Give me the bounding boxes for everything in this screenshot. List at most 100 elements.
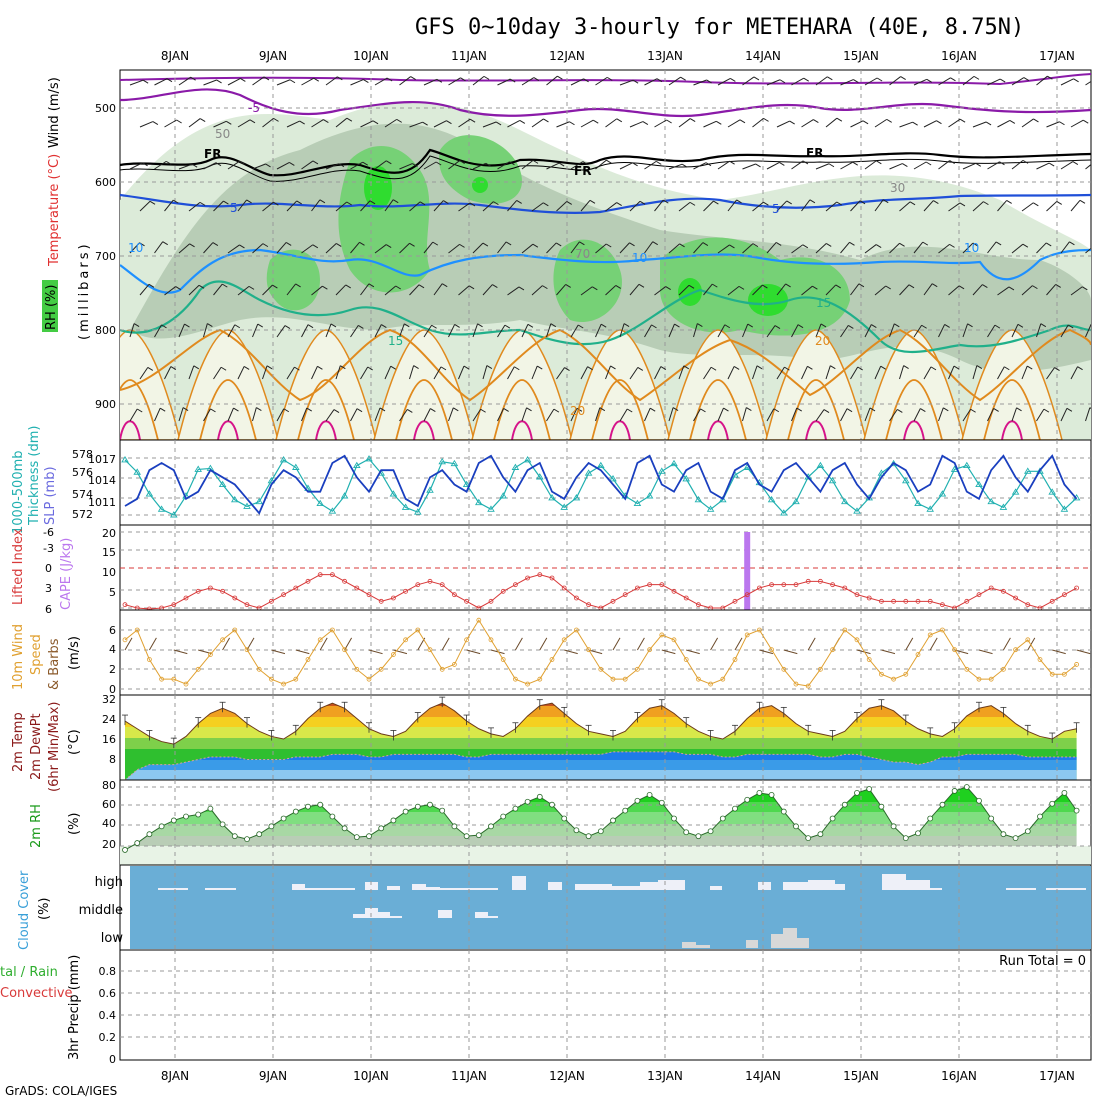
cloud-middle-block [353,914,365,918]
label-15-b: 15 [816,296,831,310]
wind-point [854,637,860,643]
wind-point [403,637,409,643]
slp-right-tick-1014: 1014 [88,474,116,487]
thickness-point [475,498,483,506]
wind-point [732,657,738,662]
li-point [122,602,128,608]
li-point [940,602,945,608]
cloud-high-block [808,880,835,890]
thickness-point [426,486,434,493]
temp-tick-16: 16 [102,733,116,746]
rh-point [988,815,995,822]
rh-point [768,791,775,798]
wind-point [574,627,579,633]
rh-point [707,828,714,835]
li-point [525,575,530,581]
li-point [451,592,457,598]
thickness-point [340,492,349,499]
label-2m-rh: 2m RH [29,804,44,848]
rh-point [475,832,482,839]
wind-point [696,676,701,682]
temp-minmax-bars [122,696,1080,749]
thickness-point [767,495,776,503]
label-fr-2: FR [574,164,591,178]
label-total-rain: tal / Rain [0,965,58,980]
rh-point [292,808,299,815]
rh-point [427,801,433,808]
cloud-high-block [412,884,426,890]
rh-point [512,805,519,812]
wind-point [1074,662,1079,667]
thickness-point [292,463,300,470]
rh-grid [120,780,1091,865]
slp-left-tick-578: 578 [72,448,93,461]
cloud-high-block [882,874,906,890]
thickness-point [389,490,398,497]
wind-point [366,676,372,682]
li-tick-0: 0 [45,562,52,575]
label-20-a: 20 [815,334,830,348]
wind-point [830,647,835,653]
wind-point [622,676,628,682]
rh-point [890,823,897,830]
label-rh-units: (%) [67,813,82,836]
li-point [366,592,372,598]
wind-point [281,681,287,687]
li-point [1025,602,1031,608]
thickness-point [792,497,800,505]
thickness-series [124,458,1078,516]
date-label-bottom: 9JAN [259,1069,287,1083]
wind-point [220,637,226,643]
rh-point [402,808,409,815]
wind-point [927,632,933,638]
wind-grid [120,610,1091,695]
rh-point [878,803,885,810]
li-point [683,595,689,601]
li-point [305,578,311,584]
li-point [403,588,409,594]
label-cloud-units: (%) [37,898,52,921]
wind10m-barbs [124,637,1091,655]
li-point [171,602,177,608]
date-label-top: 8JAN [161,49,189,63]
thickness-point [987,497,995,505]
label-fr-1: FR [204,147,221,161]
label-2m-dewpt: 2m DewPt [29,713,44,780]
rh-point [134,840,141,846]
li-point [659,582,665,588]
cloud-high-block [930,888,942,890]
cloud-low-block [771,934,783,948]
precip-panel: Run Total = 0 0.8 0.6 0.4 0.2 0 tal / Ra… [0,949,1092,1066]
wind-point [549,657,555,662]
rh-point [329,813,336,820]
thickness-point [267,476,276,484]
li-point [744,592,750,598]
wind-point [268,676,274,682]
label-temperature: Temperature (°C) [47,154,62,267]
rh-point [1024,828,1031,835]
label-cape: CAPE (J/kg) [59,538,74,610]
wind-point [769,647,774,653]
thickness-point [511,463,520,470]
rh-point [573,827,580,834]
thickness-point [706,505,715,512]
precip-tick-0.4: 0.4 [99,1009,117,1022]
wind-point [207,652,213,657]
rh2m-panel: 80 60 40 20 2m RH (%) [29,779,1092,866]
rh-shade-bright3 [748,284,788,316]
thickness-point [633,499,642,507]
rh-point [353,834,360,841]
cloud-high-block [758,882,771,890]
li-point [781,582,787,588]
temp-contour-20 [120,328,1091,402]
rh-point [366,833,372,840]
precip-tick-0: 0 [109,1053,116,1066]
label-millibars: (millibars) [77,241,92,340]
rh-point [841,801,848,808]
wind-point [232,627,238,633]
li-tick-6: 6 [45,603,52,616]
date-label-bottom: 11JAN [451,1069,487,1083]
wind-tick-2: 2 [109,663,116,676]
thickness-point [548,494,556,501]
thickness-point [1011,488,1020,495]
